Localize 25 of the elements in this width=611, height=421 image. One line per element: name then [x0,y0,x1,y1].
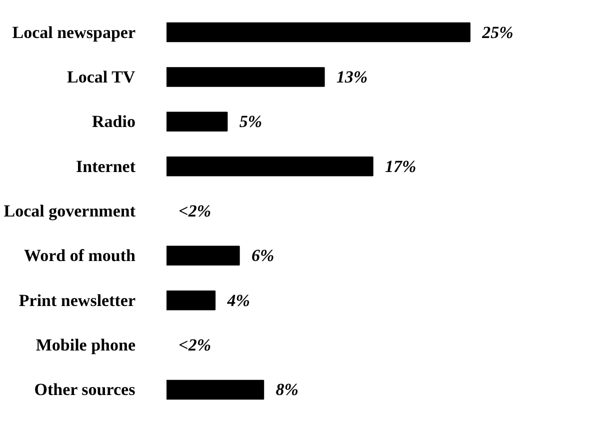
bar [166,67,325,87]
data-label: 6% [251,246,274,266]
bar [166,290,216,310]
y-tick-label: Local TV [67,67,136,86]
bar [166,112,228,132]
data-label: 13% [336,67,368,86]
text: <2% [178,202,211,220]
data-label: 25% [481,22,514,42]
y-tick-label: Local newspaper [12,22,136,42]
y-tick-label: Internet [76,156,136,176]
y-tick-label: Word of mouth [24,246,136,266]
y-tick-label: Print newsletter [18,290,136,310]
bar [166,246,240,266]
data-label: 4% [226,290,250,310]
bar [166,22,470,42]
y-tick-label: Other sources [34,380,136,400]
y-tick-label: Radio [92,112,136,132]
data-label: 17% [384,156,416,176]
text: <2% [178,336,211,355]
bar [166,380,264,400]
data-label: 5% [239,112,262,132]
y-tick-label: Local government [4,202,136,220]
bar [166,156,374,176]
y-tick-label: Mobile phone [36,336,136,355]
data-label: 8% [276,380,298,400]
